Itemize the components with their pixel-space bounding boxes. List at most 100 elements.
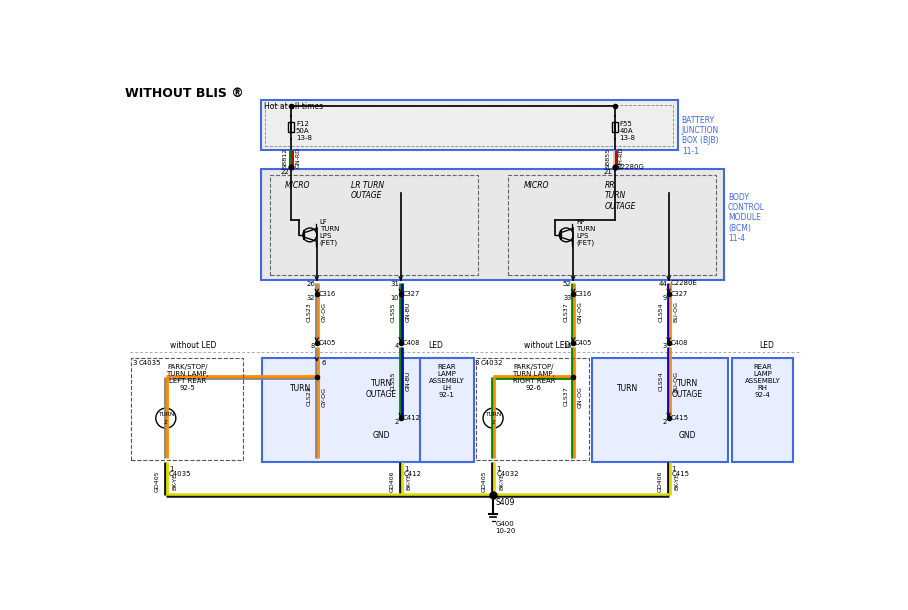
Text: 3: 3 <box>663 343 667 350</box>
Text: 52: 52 <box>563 281 572 287</box>
Text: TURN: TURN <box>485 412 501 417</box>
Text: 1: 1 <box>404 466 409 472</box>
Text: G400
10-20: G400 10-20 <box>496 520 516 534</box>
Text: C4032: C4032 <box>496 470 518 476</box>
Text: 2: 2 <box>491 420 495 425</box>
Text: CLS37: CLS37 <box>564 387 568 406</box>
Text: GD406: GD406 <box>657 470 663 492</box>
Text: C327: C327 <box>402 291 419 297</box>
Text: 22: 22 <box>281 169 289 174</box>
Text: without LED: without LED <box>524 342 570 350</box>
Text: F55
40A
13-8: F55 40A 13-8 <box>619 121 636 141</box>
Text: GND: GND <box>678 431 696 440</box>
Text: BK-YE: BK-YE <box>675 473 680 490</box>
FancyBboxPatch shape <box>732 358 794 462</box>
Text: GN-RD: GN-RD <box>295 148 301 168</box>
Text: BK-YE: BK-YE <box>407 473 412 490</box>
Text: C316: C316 <box>319 291 335 297</box>
Text: 1: 1 <box>672 466 676 472</box>
Text: SBB12: SBB12 <box>282 148 288 168</box>
Text: CLS23: CLS23 <box>307 302 312 322</box>
Text: F12
50A
13-8: F12 50A 13-8 <box>296 121 312 141</box>
Text: GD406: GD406 <box>390 470 394 492</box>
Bar <box>612 122 617 132</box>
Text: C412: C412 <box>404 470 421 476</box>
FancyBboxPatch shape <box>592 358 728 462</box>
FancyBboxPatch shape <box>261 170 724 279</box>
Text: C408: C408 <box>670 340 687 346</box>
Text: GN-OG: GN-OG <box>577 301 583 323</box>
Text: GY-OG: GY-OG <box>321 302 326 322</box>
FancyBboxPatch shape <box>419 358 474 462</box>
Text: TURN: TURN <box>290 384 311 393</box>
Text: C405: C405 <box>319 340 336 346</box>
Text: BK-YE: BK-YE <box>172 473 177 490</box>
Text: MICRO: MICRO <box>285 181 311 190</box>
Text: TURN: TURN <box>158 412 174 417</box>
Text: MICRO: MICRO <box>524 181 549 190</box>
Text: TURN
OUTAGE: TURN OUTAGE <box>672 379 703 398</box>
Text: BU-OG: BU-OG <box>673 371 678 392</box>
Text: REAR
LAMP
ASSEMBLY
LH
92-1: REAR LAMP ASSEMBLY LH 92-1 <box>429 364 465 398</box>
Text: 10: 10 <box>390 295 400 301</box>
Text: 16: 16 <box>563 343 572 350</box>
Text: LF
TURN
LPS
(FET): LF TURN LPS (FET) <box>320 219 340 246</box>
Bar <box>288 122 294 132</box>
Text: PARK/STOP/
TURN LAMP,
LEFT REAR
92-5: PARK/STOP/ TURN LAMP, LEFT REAR 92-5 <box>166 364 209 391</box>
Text: BU-OG: BU-OG <box>673 301 678 323</box>
Text: C415: C415 <box>672 470 690 476</box>
Text: CLS55: CLS55 <box>391 302 396 321</box>
Text: 2: 2 <box>395 419 400 425</box>
Text: BK-YE: BK-YE <box>499 473 504 490</box>
Text: 44: 44 <box>658 281 667 287</box>
FancyBboxPatch shape <box>262 358 470 462</box>
Text: RR
TURN
OUTAGE: RR TURN OUTAGE <box>605 181 637 211</box>
Text: CLS37: CLS37 <box>564 302 568 322</box>
Text: RF
TURN
LPS
(FET): RF TURN LPS (FET) <box>577 219 596 246</box>
Text: C412: C412 <box>402 415 420 421</box>
Text: 3: 3 <box>475 360 479 365</box>
Text: LED: LED <box>759 342 774 350</box>
Text: WITHOUT BLIS ®: WITHOUT BLIS ® <box>125 87 243 100</box>
Text: C2280E: C2280E <box>671 279 698 285</box>
FancyBboxPatch shape <box>261 100 678 150</box>
Text: GN-BU: GN-BU <box>405 302 410 322</box>
Text: 8: 8 <box>311 343 315 350</box>
Text: S409: S409 <box>496 498 515 508</box>
Text: 4: 4 <box>395 343 400 350</box>
Text: 32: 32 <box>307 295 315 301</box>
Text: PARK/STOP/
TURN LAMP,
RIGHT REAR
92-6: PARK/STOP/ TURN LAMP, RIGHT REAR 92-6 <box>512 364 556 391</box>
Text: GND: GND <box>372 431 390 440</box>
Text: 6: 6 <box>321 361 326 367</box>
Text: C4035: C4035 <box>139 360 162 365</box>
Text: CLS54: CLS54 <box>659 371 664 391</box>
Text: GN-BU: GN-BU <box>405 371 410 392</box>
Text: 2: 2 <box>164 420 168 425</box>
Text: GD405: GD405 <box>154 470 160 492</box>
Text: C4032: C4032 <box>480 360 503 365</box>
Text: BATTERY
JUNCTION
BOX (BJB)
11-1: BATTERY JUNCTION BOX (BJB) 11-1 <box>682 115 719 156</box>
Text: TURN
OUTAGE: TURN OUTAGE <box>366 379 397 398</box>
Text: C415: C415 <box>670 415 688 421</box>
Text: CLS54: CLS54 <box>659 302 664 321</box>
Text: GD405: GD405 <box>482 470 487 492</box>
Text: C2280G: C2280G <box>617 164 645 170</box>
Text: C408: C408 <box>402 340 419 346</box>
Text: 21: 21 <box>604 169 612 174</box>
Text: BODY
CONTROL
MODULE
(BCM)
11-4: BODY CONTROL MODULE (BCM) 11-4 <box>728 193 765 243</box>
Text: LED: LED <box>428 342 443 350</box>
Text: 2: 2 <box>663 419 667 425</box>
Text: GN-OG: GN-OG <box>577 386 583 407</box>
Text: without LED: without LED <box>170 342 216 350</box>
Text: Hot at all times: Hot at all times <box>264 102 323 110</box>
Text: CLS55: CLS55 <box>391 371 396 391</box>
Text: SBB55: SBB55 <box>606 148 611 168</box>
Text: REAR
LAMP
ASSEMBLY
RH
92-4: REAR LAMP ASSEMBLY RH 92-4 <box>745 364 781 398</box>
Text: C327: C327 <box>670 291 687 297</box>
Text: 26: 26 <box>306 281 315 287</box>
Text: TURN: TURN <box>617 384 638 393</box>
Text: C4035: C4035 <box>169 470 192 476</box>
Text: GY-OG: GY-OG <box>321 387 326 407</box>
Text: 1: 1 <box>496 466 500 472</box>
Text: 1: 1 <box>169 466 173 472</box>
